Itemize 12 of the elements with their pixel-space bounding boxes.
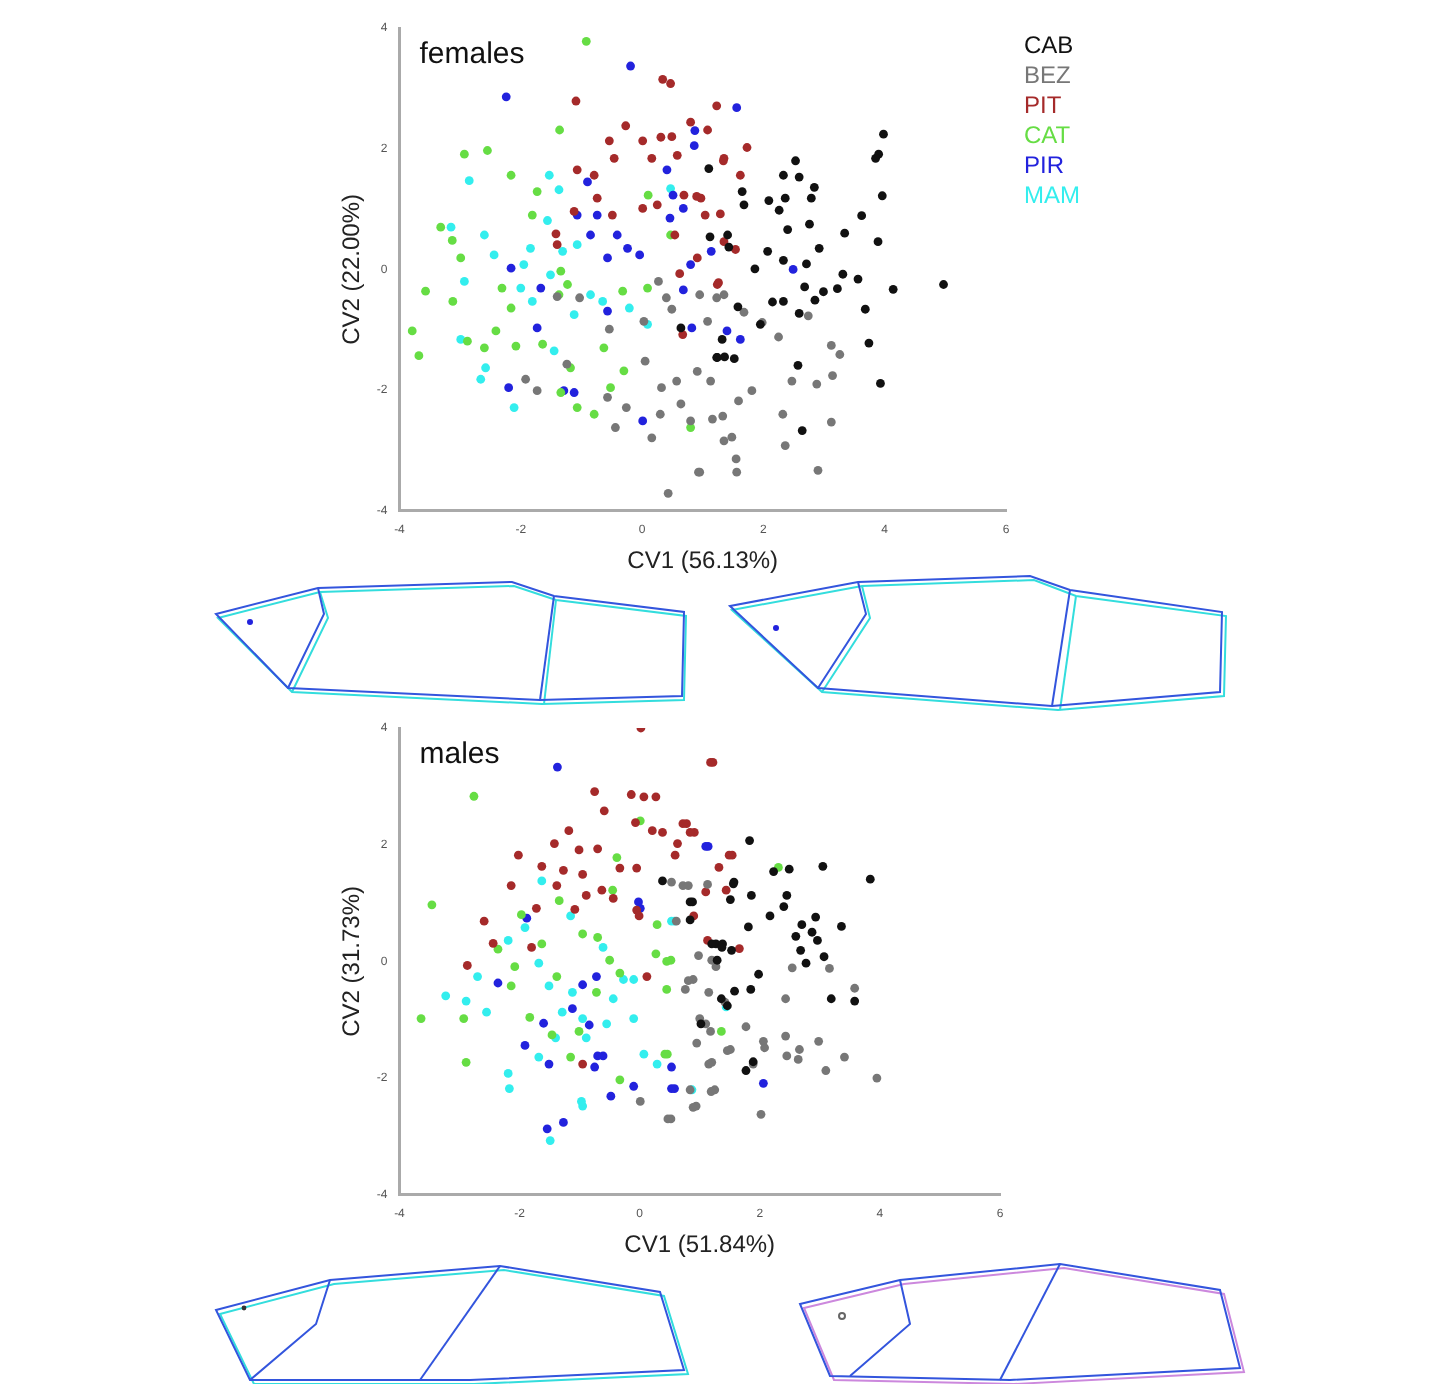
text: PIR — [1024, 150, 1065, 179]
text: BEZ — [1024, 60, 1071, 89]
text: CAT — [1024, 120, 1072, 149]
chart-title: females — [419, 37, 525, 72]
x-axis-title: CV1 (51.84%) — [624, 1230, 776, 1259]
text: PIT — [1024, 90, 1063, 119]
text: CAB — [1024, 30, 1074, 59]
y-axis-title: CV2 (22.00%) — [337, 194, 366, 345]
x-axis-title: CV1 (56.13%) — [627, 546, 779, 575]
y-axis-title: CV2 (31.73%) — [337, 886, 366, 1037]
chart-title: males — [419, 737, 500, 772]
text: MAM — [1024, 180, 1081, 209]
